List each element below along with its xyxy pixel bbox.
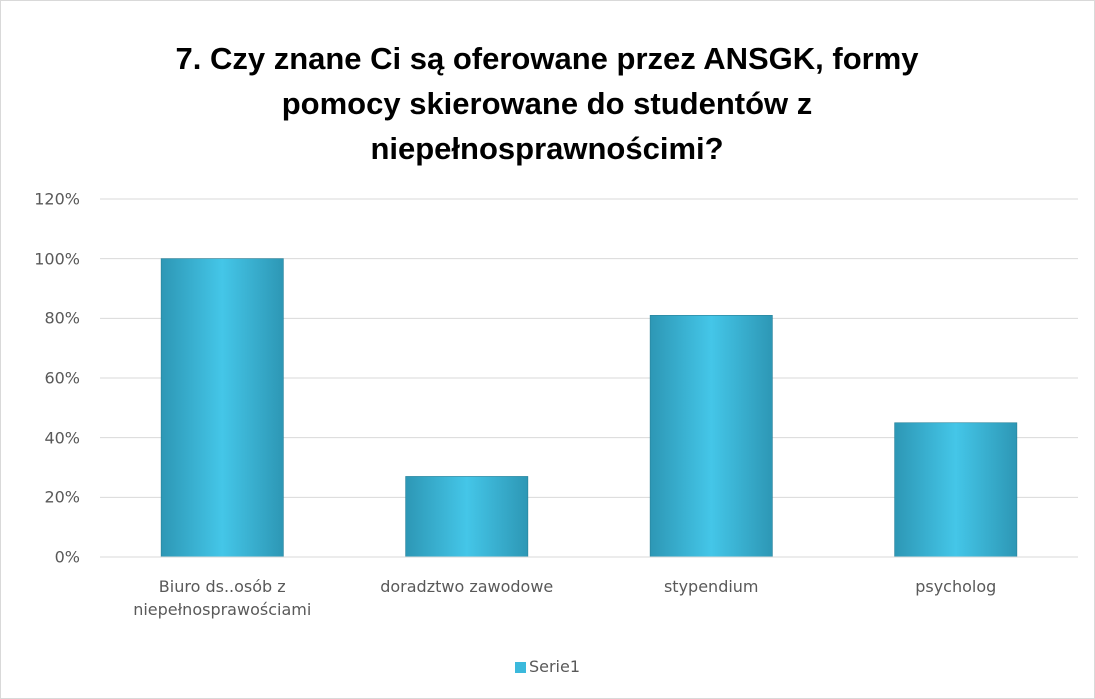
y-tick-label: 100%: [34, 249, 80, 269]
legend-label: Serie1: [528, 657, 581, 676]
bar: [649, 315, 773, 558]
y-tick-label: 60%: [44, 368, 80, 388]
legend: Serie1: [0, 657, 1095, 676]
y-tick-label: 40%: [44, 428, 80, 448]
bar: [160, 258, 284, 558]
y-tick-label: 20%: [44, 487, 80, 507]
y-tick-label: 80%: [44, 308, 80, 328]
chart-title: 7. Czy znane Ci są oferowane przez ANSGK…: [175, 41, 919, 166]
x-tick-label: doradztwo zawodowe: [380, 577, 554, 596]
legend-swatch: [514, 662, 526, 673]
bar: [405, 476, 529, 558]
bar: [894, 422, 1018, 558]
y-tick-label: 120%: [34, 189, 80, 209]
y-tick-label: 0%: [54, 547, 80, 567]
x-tick-label: stypendium: [663, 577, 759, 596]
x-tick-label: Biuro ds..osób z niepełnosprawościami: [133, 577, 312, 619]
x-tick-label: psycholog: [915, 577, 997, 596]
